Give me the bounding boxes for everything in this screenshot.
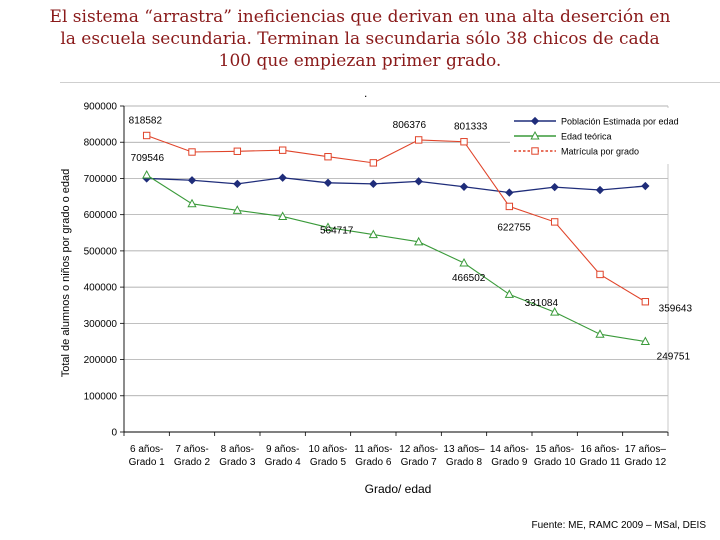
data-point-series-3: [641, 298, 650, 306]
data-point-series-1: [278, 173, 287, 182]
data-point-series-1: [550, 182, 559, 192]
data-point-series-1: [505, 188, 514, 197]
y-tick-label: 200000: [84, 355, 118, 366]
x-tick-label-age: 14 años-: [490, 444, 529, 455]
x-tick-label-grade: Grado 10: [534, 457, 576, 468]
data-point-series-3: [188, 148, 196, 156]
x-tick-label-age: 16 años-: [581, 444, 620, 455]
y-tick-label: 600000: [84, 210, 118, 221]
data-point-series-2: [550, 307, 560, 316]
source-note: Fuente: ME, RAMC 2009 – MSal, DEIS: [531, 520, 706, 531]
data-point-series-3: [414, 136, 423, 144]
data-point-series-1: [414, 177, 423, 186]
data-label: 801333: [454, 122, 488, 133]
data-point-series-1: [641, 181, 650, 191]
data-label: 622755: [497, 222, 531, 233]
y-tick-label: 400000: [84, 283, 118, 294]
series-line-1: [146, 177, 646, 194]
legend-label-1: Población Estimada por edad: [561, 117, 679, 127]
legend-label-3: Matrícula por grado: [561, 147, 639, 157]
data-label: 806376: [393, 120, 427, 131]
data-point-series-2: [459, 257, 469, 267]
legend-label-2: Edad teórica: [561, 132, 612, 142]
x-tick-label-grade: Grado 5: [310, 457, 347, 468]
x-tick-label-age: 7 años-: [175, 444, 208, 455]
x-tick-label-grade: Grado 7: [401, 457, 438, 468]
data-point-series-3: [324, 153, 332, 161]
series-line-2: [146, 174, 646, 343]
data-point-series-3: [278, 146, 287, 154]
x-tick-label-grade: Grado 6: [355, 457, 392, 468]
data-point-series-2: [368, 229, 378, 239]
y-tick-label: 700000: [84, 174, 118, 185]
y-tick-label: 100000: [84, 391, 118, 402]
data-point-series-2: [187, 198, 197, 208]
data-point-series-1: [369, 179, 378, 189]
title-line-3: 100 que empiezan primer grado.: [218, 51, 502, 71]
slide-title: El sistema “arrastra” ineficiencias que …: [0, 6, 720, 72]
x-tick-label-age: 17 años–: [625, 444, 667, 455]
y-tick-label: 500000: [84, 246, 118, 257]
x-tick-label-grade: Grado 1: [129, 457, 166, 468]
data-point-series-1: [595, 185, 605, 195]
x-tick-label-grade: Grado 8: [446, 457, 483, 468]
data-point-series-2: [232, 205, 242, 214]
data-point-series-2: [640, 336, 650, 346]
x-tick-label-age: 15 años-: [535, 444, 574, 455]
data-point-series-2: [504, 289, 514, 298]
x-tick-label-grade: Grado 9: [491, 457, 528, 468]
data-point-series-2: [595, 329, 605, 338]
x-tick-label-age: 10 años-: [309, 444, 348, 455]
data-point-series-3: [142, 131, 151, 140]
y-tick-label: 0: [111, 428, 117, 439]
data-point-series-2: [142, 169, 152, 179]
data-label: 564717: [320, 225, 354, 236]
data-point-series-1: [323, 178, 333, 187]
data-point-series-3: [596, 270, 604, 279]
x-tick-label-age: 6 años-: [130, 444, 163, 455]
data-point-series-3: [233, 147, 242, 155]
data-point-series-3: [550, 218, 559, 226]
title-line-1: El sistema “arrastra” ineficiencias que …: [49, 7, 671, 27]
legend-marker-3: [531, 147, 539, 155]
legend-marker-2: [530, 130, 540, 140]
data-point-series-3: [505, 202, 514, 211]
data-point-series-2: [414, 236, 424, 246]
x-axis-title: Grado/ edad: [365, 482, 432, 496]
data-label: 709546: [131, 153, 165, 164]
x-tick-label-age: 13 años–: [443, 444, 485, 455]
data-point-series-2: [323, 222, 333, 231]
y-tick-label: 300000: [84, 319, 118, 330]
x-tick-label-grade: Grado 4: [265, 457, 302, 468]
legend-marker-1: [530, 116, 540, 126]
data-label: 249751: [657, 352, 691, 363]
title-line-2: la escuela secundaria. Terminan la secun…: [60, 29, 660, 49]
x-tick-label-age: 9 años-: [266, 444, 299, 455]
x-tick-label-age: 8 años-: [221, 444, 254, 455]
data-point-series-2: [278, 211, 288, 220]
data-label: 359643: [659, 304, 693, 315]
x-tick-label-grade: Grado 12: [624, 457, 666, 468]
x-tick-label-grade: Grado 11: [580, 457, 621, 468]
data-point-series-1: [233, 179, 242, 189]
x-tick-label-grade: Grado 3: [219, 457, 256, 468]
data-label: 466502: [452, 273, 486, 284]
data-point-series-1: [187, 176, 197, 185]
series-line-3: [146, 134, 646, 303]
y-axis-title: Total de alumnos o niños por grado o eda…: [60, 169, 72, 378]
data-label: 818582: [129, 115, 163, 126]
stray-dot: .: [364, 86, 368, 100]
data-point-series-1: [459, 182, 469, 191]
x-tick-label-age: 12 años-: [399, 444, 438, 455]
x-tick-label-grade: Grado 2: [174, 457, 211, 468]
legend: Población Estimada por edad Edad teórica M…: [510, 108, 694, 164]
data-point-series-3: [369, 159, 378, 167]
title-divider: [60, 82, 720, 83]
y-tick-label: 900000: [84, 102, 118, 113]
data-point-series-3: [460, 138, 468, 146]
x-tick-label-age: 11 años-: [354, 444, 392, 455]
y-tick-label: 800000: [84, 138, 118, 149]
data-label: 331084: [525, 298, 559, 309]
